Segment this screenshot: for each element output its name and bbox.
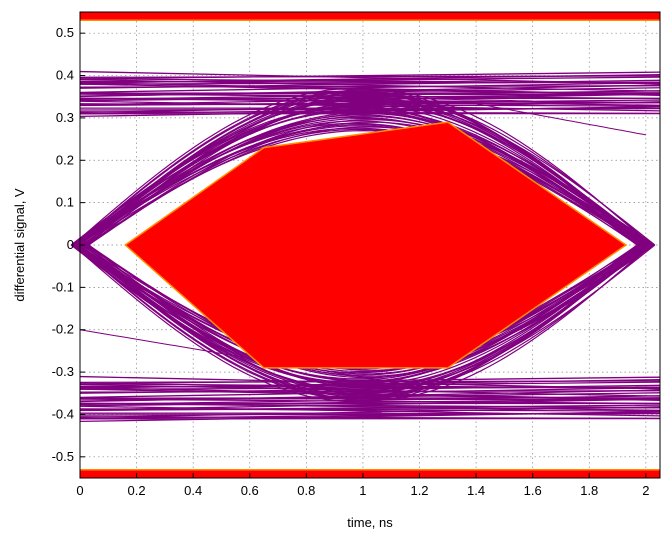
x-tick-label: 0.6 (241, 483, 259, 498)
trace-upper-arc (81, 115, 649, 246)
limit-bar (80, 469, 660, 478)
trace-lower-arc (78, 244, 646, 398)
y-tick-label: 0.5 (56, 25, 74, 40)
x-tick-label: 0.8 (297, 483, 315, 498)
trace-upper-arc (78, 92, 646, 246)
x-tick-label: 1.4 (467, 483, 485, 498)
y-tick-label: -0.4 (52, 406, 74, 421)
x-tick-label: 1.8 (580, 483, 598, 498)
axis-ticks: 0 0.2 0.4 0.6 0.8 1 1.2 1.4 1.6 1.8 2 -0.5 -0.4 -0.3 -… (52, 25, 650, 498)
mask-region (124, 121, 628, 369)
trace-upper-arc (88, 100, 656, 246)
trace-high-level (79, 70, 661, 85)
trace-high-level (79, 75, 661, 78)
trace-lower-arc (88, 244, 656, 390)
trace-lower-arc (72, 244, 639, 403)
mask-polygon (124, 121, 628, 369)
trace-lower-arc (86, 244, 653, 396)
y-tick-label: 0.4 (56, 68, 74, 83)
trace-upper-arc (77, 104, 645, 246)
trace-high-level (79, 82, 661, 93)
trace-lower-arc (81, 244, 649, 375)
trace-outlier (461, 100, 646, 136)
y-axis-title: differential signal, V (12, 188, 27, 302)
x-tick-label: 1.2 (410, 483, 428, 498)
y-tick-label: -0.1 (52, 279, 74, 294)
y-tick-label: -0.2 (52, 322, 74, 337)
trace-lower-arc (77, 244, 645, 386)
limit-bars (80, 12, 660, 478)
eye-traces (70, 70, 661, 423)
x-tick-label: 2 (642, 483, 649, 498)
trace-upper-arc (84, 88, 652, 246)
trace-high-level (79, 71, 661, 80)
trace-outlier (94, 92, 533, 102)
y-tick-label: -0.5 (52, 449, 74, 464)
y-tick-label: 0.2 (56, 152, 74, 167)
x-tick-label: 0.2 (128, 483, 146, 498)
trace-low-level (79, 404, 661, 412)
trace-lower-arc (84, 244, 652, 402)
x-tick-label: 1 (359, 483, 366, 498)
x-axis-title: time, ns (347, 515, 393, 530)
y-tick-label: 0 (67, 237, 74, 252)
trace-upper-arc (86, 94, 653, 246)
x-tick-label: 0.4 (184, 483, 202, 498)
y-tick-label: 0.3 (56, 110, 74, 125)
y-tick-label: 0.1 (56, 195, 74, 210)
trace-low-level (79, 398, 661, 411)
trace-upper-arc (72, 87, 639, 246)
x-tick-label: 1.6 (524, 483, 542, 498)
limit-bar (80, 12, 660, 21)
x-tick-label: 0 (76, 483, 83, 498)
y-tick-label: -0.3 (52, 364, 74, 379)
